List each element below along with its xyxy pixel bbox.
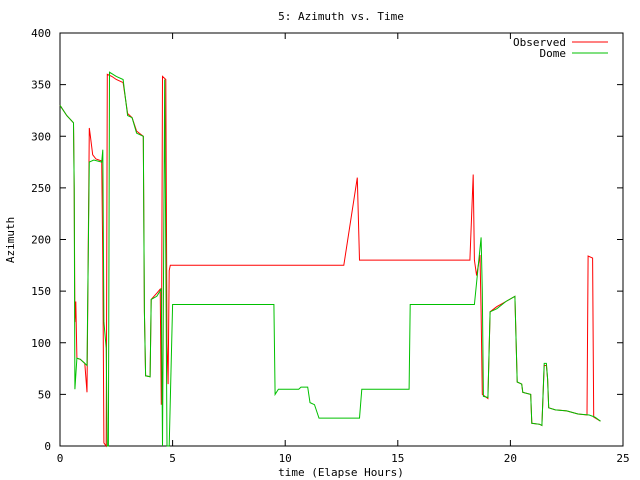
x-tick-label: 25: [616, 452, 629, 465]
series-line-dome: [59, 71, 601, 447]
series-lines: [59, 71, 601, 448]
x-tick-label: 20: [504, 452, 517, 465]
y-tick-label: 400: [31, 27, 51, 40]
y-tick-label: 250: [31, 182, 51, 195]
x-tick-label: 15: [391, 452, 404, 465]
x-axis-label: time (Elapse Hours): [278, 466, 404, 479]
y-tick-label: 350: [31, 79, 51, 92]
plot-frame: [59, 32, 624, 447]
legend-label: Dome: [540, 47, 567, 60]
y-tick-label: 200: [31, 234, 51, 247]
y-tick-label: 50: [38, 388, 51, 401]
y-tick-label: 150: [31, 285, 51, 298]
y-tick-label: 100: [31, 337, 51, 350]
series-line-observed: [59, 73, 601, 448]
legend-label: Observed: [513, 36, 566, 49]
y-tick-label: 0: [44, 440, 51, 453]
chart-title: 5: Azimuth vs. Time: [278, 10, 404, 23]
x-tick-label: 10: [279, 452, 292, 465]
y-axis-label: Azimuth: [4, 217, 17, 263]
x-tick-label: 5: [169, 452, 176, 465]
y-tick-label: 300: [31, 130, 51, 143]
x-tick-label: 0: [57, 452, 64, 465]
